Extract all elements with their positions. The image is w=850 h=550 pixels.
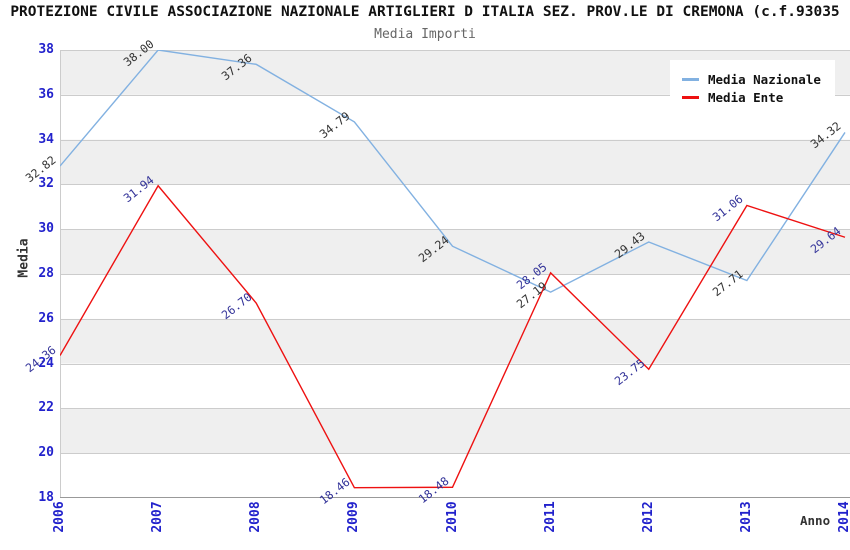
plot-band — [60, 453, 850, 498]
legend-label: Media Ente — [708, 90, 784, 105]
y-tick-label: 18 — [38, 490, 54, 505]
y-tick-label: 28 — [38, 266, 54, 281]
x-tick-label: 2013 — [738, 501, 754, 533]
plot-band — [60, 139, 850, 185]
x-tick-label: 2014 — [837, 501, 850, 533]
plot-band — [60, 363, 850, 409]
y-axis-title: Media — [16, 238, 32, 278]
plot-band — [60, 184, 850, 230]
y-tick-label: 32 — [38, 176, 54, 192]
series-line-media-ente — [60, 184, 846, 489]
plot-band — [60, 318, 850, 364]
x-tick-label: 2006 — [52, 501, 67, 533]
x-tick-label: 2009 — [346, 501, 362, 533]
x-tick-label: 2008 — [248, 501, 264, 533]
plot-band — [60, 274, 850, 319]
x-axis-title: Anno — [800, 513, 831, 528]
x-tick-label: 2007 — [150, 501, 166, 533]
legend-swatch-icon — [682, 78, 699, 81]
plot-area — [60, 50, 850, 498]
y-tick-label: 26 — [38, 310, 54, 326]
x-tick-label: 2010 — [444, 501, 460, 533]
chart-subtitle: Media Importi — [374, 27, 476, 42]
x-tick-label: 2011 — [542, 501, 558, 533]
y-tick-label: 22 — [38, 400, 54, 416]
legend: Media Nazionale Media Ente — [670, 60, 835, 117]
series-line-media-nazionale — [60, 50, 846, 293]
legend-swatch-icon — [682, 96, 699, 99]
y-tick-label: 24 — [38, 355, 54, 371]
x-tick-label: 2012 — [640, 501, 656, 533]
legend-item: Media Nazionale — [682, 72, 821, 87]
y-tick-label: 20 — [38, 445, 54, 461]
y-tick-label: 38 — [38, 42, 54, 57]
legend-item: Media Ente — [682, 90, 821, 105]
chart-title: PROTEZIONE CIVILE ASSOCIAZIONE NAZIONALE… — [10, 4, 840, 20]
plot-band — [60, 229, 850, 274]
y-tick-label: 30 — [38, 221, 54, 237]
legend-label: Media Nazionale — [708, 72, 821, 87]
plot-band — [60, 408, 850, 454]
y-tick-label: 36 — [38, 86, 54, 102]
y-tick-label: 34 — [38, 131, 54, 147]
